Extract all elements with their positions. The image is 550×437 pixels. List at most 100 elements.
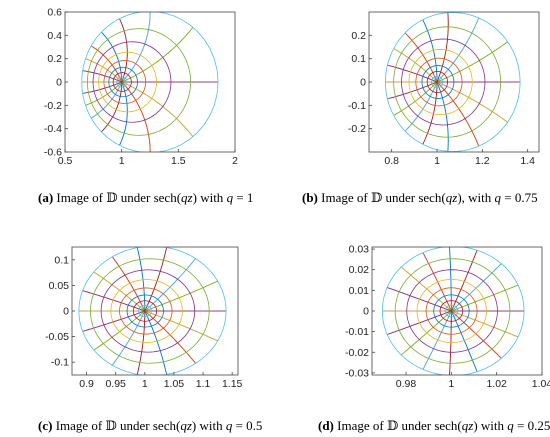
panel-d-plot: 0.98 1 1.02 1.04 0.03 0.02 0.01 0 -0.01 -0.02 -0.0… — [336, 243, 550, 393]
y-tick-label: 0.03 — [349, 244, 370, 256]
caption-b-text: Image of 𝔻 under sech( — [321, 190, 446, 205]
radial-curve — [393, 81, 438, 116]
x-tick-label: 1.5 — [171, 155, 186, 167]
circle-curve — [421, 65, 455, 99]
circle-curve — [450, 309, 453, 313]
circle-curve — [116, 76, 128, 88]
x-tick-label: 1 — [448, 378, 454, 390]
radial-curve — [121, 81, 194, 137]
radial-curve — [121, 12, 151, 83]
x-tick-label: 0.98 — [396, 378, 417, 390]
circle-curve — [143, 309, 146, 313]
circle-curve — [444, 304, 459, 318]
radial-curve — [393, 81, 438, 116]
y-tick-label: -0.01 — [345, 326, 369, 338]
circle-curve — [141, 308, 149, 314]
y-tick-label: 0 — [363, 306, 369, 318]
x-tick-label: 0.8 — [384, 155, 399, 167]
plot-curves — [78, 247, 227, 375]
plot-curves — [81, 12, 219, 152]
caption-d-eq: = 0.25 — [513, 418, 550, 433]
caption-c-eq: = 0.5 — [232, 418, 263, 433]
y-tick-label: 0.05 — [49, 280, 70, 292]
circle-curve — [119, 79, 125, 85]
caption-b-eq: = 0.75 — [501, 190, 538, 205]
circle-curve — [112, 72, 132, 92]
y-tick-label: -0.6 — [44, 147, 62, 159]
x-tick-label: 1.4 — [520, 155, 535, 167]
y-tick-label: 0.6 — [47, 7, 62, 19]
panel-a-svg: 0.5 1 1.5 2 0.6 0.4 0.2 0 -0.2 -0.4 -0.6 — [44, 7, 238, 168]
caption-a: (a) Image of 𝔻 under sech(qz) with q = 1 — [38, 190, 253, 206]
y-tick-label: 0.02 — [349, 264, 370, 276]
caption-b-label: (b) — [302, 190, 318, 205]
x-tick-label: 1.15 — [222, 378, 243, 390]
y-tick-label: 0.2 — [351, 30, 366, 42]
caption-d-mid: ) with — [473, 418, 508, 433]
x-tick-label: 1.02 — [486, 378, 507, 390]
y-tick-label: 0.1 — [351, 53, 366, 65]
radial-curve — [451, 310, 502, 359]
radial-curve — [393, 48, 438, 83]
radial-curve — [121, 27, 194, 83]
circle-curve — [137, 304, 152, 318]
caption-a-label: (a) — [38, 190, 54, 205]
y-tick-label: -0.03 — [345, 367, 369, 379]
circle-curve — [110, 279, 183, 343]
circle-curve — [415, 57, 463, 107]
radial-curve — [450, 250, 478, 312]
plot-curves — [385, 12, 521, 152]
caption-b-mid: ), with — [457, 190, 495, 205]
radial-curve — [451, 263, 502, 312]
circle-curve — [385, 12, 521, 152]
y-tick-label: -0.05 — [45, 331, 69, 343]
circle-curve — [394, 258, 511, 364]
radial-curve — [450, 310, 478, 372]
x-tick-label: 1.2 — [475, 155, 490, 167]
circle-curve — [381, 247, 525, 375]
y-tick-label: -0.1 — [51, 357, 69, 369]
circle-curve — [103, 60, 147, 104]
caption-c-label: (c) — [38, 418, 53, 433]
circle-curve — [132, 300, 158, 322]
circle-curve — [90, 258, 210, 364]
caption-d-qz: qz — [461, 418, 474, 433]
radial-curve — [449, 247, 452, 311]
y-tick-label: -0.1 — [348, 100, 366, 112]
panel-b-svg: 0.8 1 1.2 1.4 0.2 0.1 0 -0.1 -0.2 — [348, 11, 540, 167]
radial-curve — [121, 81, 151, 152]
circle-curve — [78, 247, 227, 375]
x-tick-label: 0.9 — [79, 378, 94, 390]
panel-b-plot: 0.8 1 1.2 1.4 0.2 0.1 0 -0.1 -0.2 — [334, 8, 544, 170]
panel-c-svg: 0.9 0.95 1 1.05 1.1 1.15 0.1 0.05 0 -0.05 -0.1 — [45, 246, 243, 390]
caption-c-text: Image of 𝔻 under sech( — [55, 418, 181, 433]
circle-curve — [126, 294, 164, 328]
x-tick-label: 2 — [232, 155, 238, 167]
radial-curve — [121, 12, 151, 83]
panel-a-plot: 0.5 1 1.5 2 0.6 0.4 0.2 0 -0.2 -0.4 -0.6 — [30, 7, 240, 170]
x-tick-label: 1 — [434, 155, 440, 167]
caption-c: (c) Image of 𝔻 under sech(qz) with q = 0… — [38, 418, 262, 434]
radial-curve — [121, 81, 151, 152]
circle-curve — [435, 80, 439, 84]
circle-curve — [426, 71, 449, 93]
circle-curve — [120, 81, 123, 83]
circle-curve — [98, 51, 157, 113]
caption-b-q: q — [494, 190, 502, 205]
x-tick-label: 0.5 — [58, 155, 73, 167]
caption-a-q: q — [226, 190, 234, 205]
circle-curve — [416, 278, 487, 344]
circle-curve — [87, 28, 192, 136]
radial-curve — [449, 311, 452, 375]
caption-b: (b) Image of 𝔻 under sech(qz), with q = … — [302, 190, 538, 206]
caption-d-text: Image of 𝔻 under sech( — [337, 418, 462, 433]
y-tick-label: -0.2 — [44, 100, 62, 112]
circle-curve — [81, 12, 219, 152]
circle-curve — [408, 49, 473, 115]
x-tick-label: 1.04 — [532, 378, 550, 390]
circle-curve — [439, 300, 464, 322]
x-tick-label: 1 — [142, 378, 148, 390]
circle-curve — [430, 75, 444, 89]
circle-curve — [433, 294, 470, 328]
caption-d: (d) Image of 𝔻 under sech(qz) with q = 0… — [318, 418, 550, 434]
